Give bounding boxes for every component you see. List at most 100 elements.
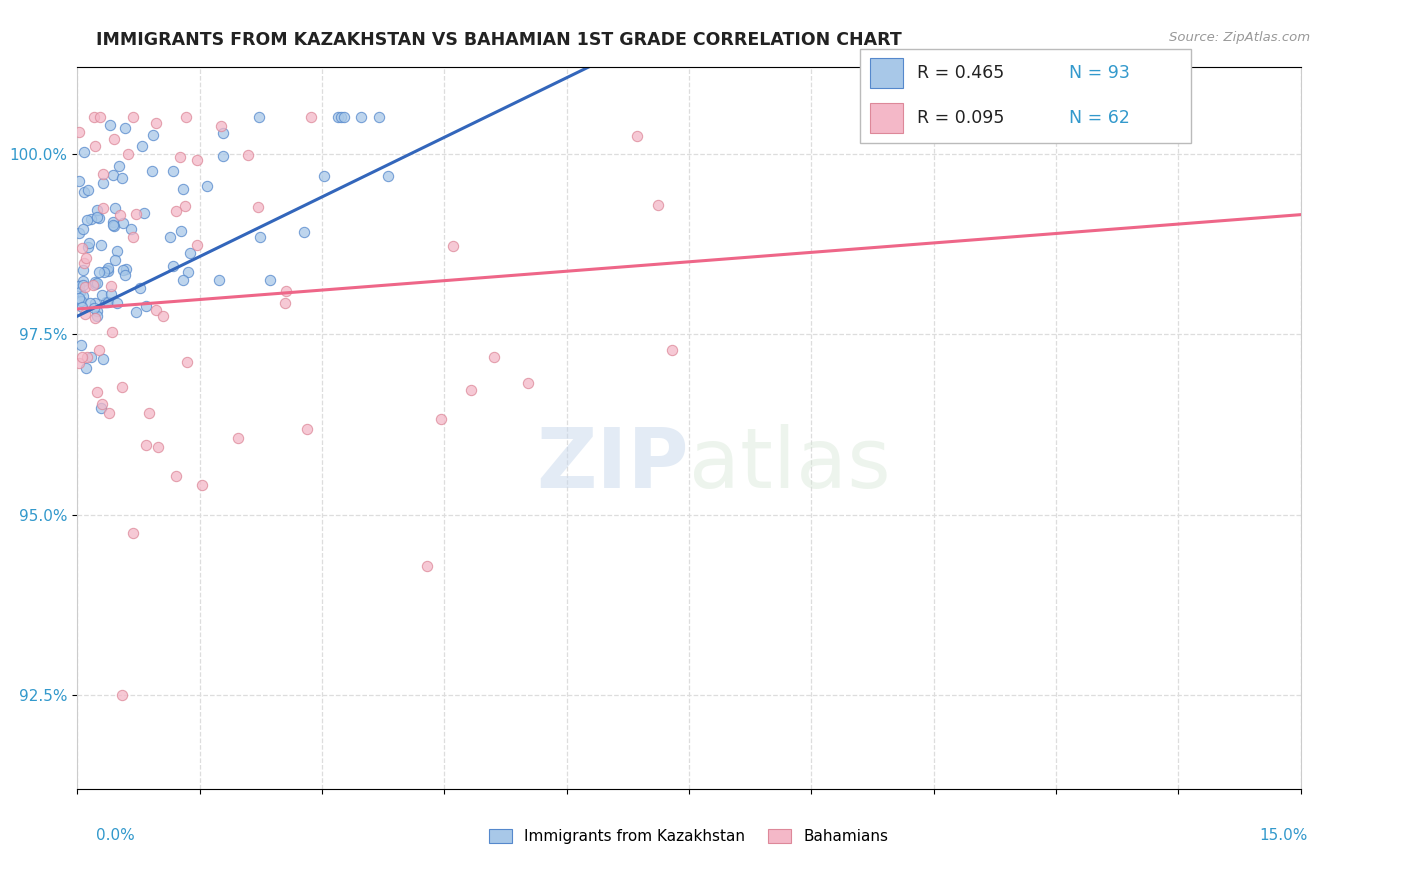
Point xyxy=(72,289,94,303)
Point xyxy=(67,125,90,139)
Point xyxy=(101,326,124,340)
Point xyxy=(162,164,184,178)
Point xyxy=(73,307,96,321)
Point xyxy=(209,120,232,134)
Point xyxy=(86,210,108,224)
Point xyxy=(75,361,97,376)
Point xyxy=(73,145,96,160)
Point xyxy=(90,401,112,416)
Point xyxy=(169,224,191,238)
Point xyxy=(111,689,134,703)
Point xyxy=(145,116,167,130)
Point xyxy=(135,438,157,452)
Point xyxy=(103,132,125,146)
Point xyxy=(238,148,260,162)
Point xyxy=(86,277,108,291)
Point xyxy=(172,182,194,196)
Point xyxy=(89,111,111,125)
Point xyxy=(103,219,125,233)
Point xyxy=(90,288,112,302)
Point xyxy=(104,252,127,267)
Point xyxy=(377,169,399,183)
Point xyxy=(484,350,506,364)
Point xyxy=(131,139,153,153)
Point xyxy=(84,296,107,310)
Text: 15.0%: 15.0% xyxy=(1260,828,1308,843)
Point xyxy=(101,218,124,232)
Point xyxy=(177,265,200,279)
Point xyxy=(86,310,108,324)
Point xyxy=(647,197,669,211)
Text: N = 62: N = 62 xyxy=(1069,110,1129,128)
Point xyxy=(516,376,538,390)
Point xyxy=(86,304,108,318)
Point xyxy=(138,406,160,420)
Point xyxy=(101,215,124,229)
Point xyxy=(83,310,105,325)
Point xyxy=(416,558,439,573)
Point xyxy=(76,212,98,227)
Text: R = 0.095: R = 0.095 xyxy=(917,110,1004,128)
Point xyxy=(295,422,318,436)
Point xyxy=(114,268,136,283)
Point xyxy=(90,238,112,252)
Point xyxy=(125,305,148,319)
Point xyxy=(122,111,145,125)
Point xyxy=(96,264,118,278)
Point xyxy=(112,263,135,277)
Point xyxy=(93,202,115,216)
Point xyxy=(125,207,148,221)
Point xyxy=(69,293,91,308)
Point xyxy=(441,239,464,253)
Point xyxy=(148,440,170,454)
Point xyxy=(75,251,97,265)
Point xyxy=(259,273,281,287)
Point xyxy=(145,302,167,317)
Point xyxy=(97,294,120,309)
Point xyxy=(82,277,104,292)
Point xyxy=(134,206,156,220)
Point xyxy=(83,111,105,125)
Point xyxy=(77,183,100,197)
Point xyxy=(208,273,231,287)
Bar xyxy=(870,59,904,88)
Point xyxy=(159,229,181,244)
Point xyxy=(67,174,90,188)
Point xyxy=(165,204,187,219)
Text: ZIP: ZIP xyxy=(537,424,689,505)
Point xyxy=(626,128,648,143)
Point xyxy=(249,111,271,125)
Point xyxy=(86,385,108,400)
Point xyxy=(67,356,90,370)
Point xyxy=(292,225,315,239)
Point xyxy=(111,380,134,394)
Legend: Immigrants from Kazakhstan, Bahamians: Immigrants from Kazakhstan, Bahamians xyxy=(484,822,894,850)
Point xyxy=(76,350,98,364)
Bar xyxy=(870,103,904,134)
Point xyxy=(368,111,391,125)
Point xyxy=(141,164,163,178)
Point xyxy=(91,176,114,190)
Point xyxy=(122,230,145,244)
Point xyxy=(70,300,93,314)
Point xyxy=(212,149,235,163)
Text: R = 0.465: R = 0.465 xyxy=(917,64,1004,82)
Point xyxy=(72,222,94,236)
Point xyxy=(105,296,128,310)
Point xyxy=(80,211,103,226)
Point xyxy=(70,338,93,352)
Point xyxy=(117,147,139,161)
Point xyxy=(112,216,135,230)
Point xyxy=(228,431,250,445)
Point xyxy=(72,277,94,292)
Point xyxy=(274,285,297,299)
Point xyxy=(69,285,91,299)
Point xyxy=(72,263,94,277)
Point xyxy=(350,111,373,125)
Point xyxy=(84,276,107,290)
Y-axis label: 1st Grade: 1st Grade xyxy=(0,394,3,462)
Point xyxy=(87,211,110,225)
Point xyxy=(83,139,105,153)
Text: 0.0%: 0.0% xyxy=(96,828,135,843)
Point xyxy=(249,230,271,244)
